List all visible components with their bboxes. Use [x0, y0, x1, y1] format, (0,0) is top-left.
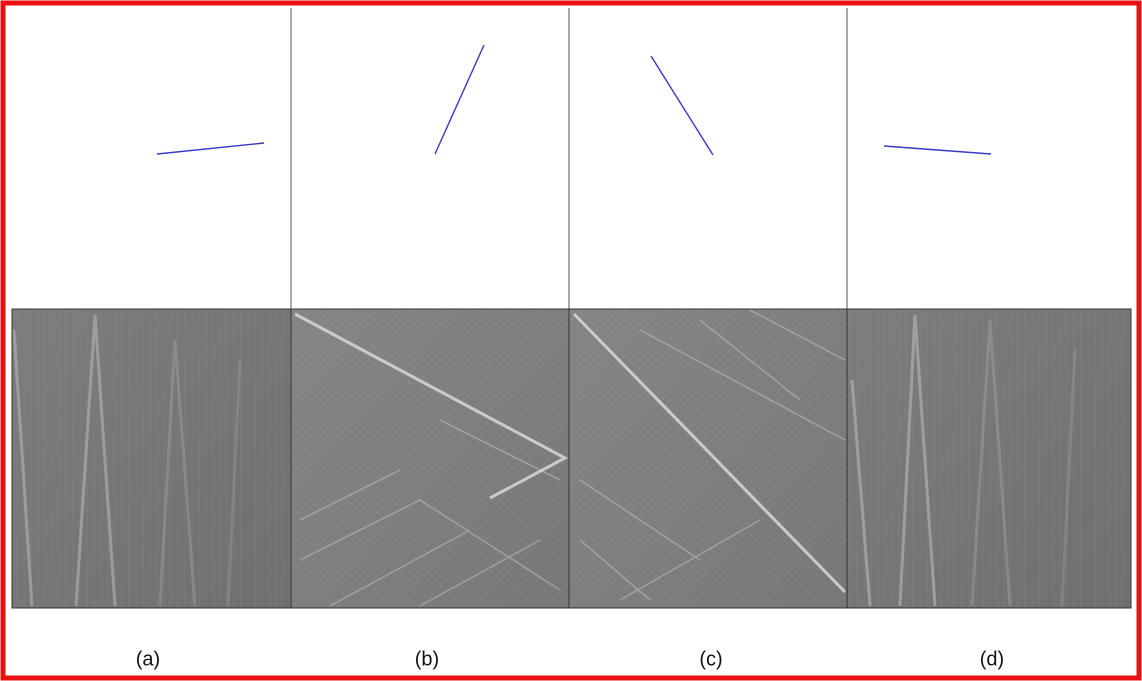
panel-d-image — [847, 309, 1131, 608]
panel-a-image — [12, 309, 291, 608]
line-segment — [884, 146, 991, 154]
panel-b-image — [291, 309, 569, 608]
panel-label: (c) — [699, 648, 722, 670]
panel-label: (a) — [136, 648, 160, 670]
panel-label: (d) — [980, 648, 1004, 670]
top-row — [157, 8, 991, 309]
line-segment — [157, 143, 264, 154]
panel-c-image — [569, 309, 847, 608]
panel-label: (b) — [415, 648, 439, 670]
line-segment — [435, 45, 484, 154]
line-segment — [651, 56, 713, 155]
figure: (a) (b) (c) (d) — [0, 0, 1142, 681]
page: (a) (b) (c) (d) (() => { const data = JS… — [0, 0, 1142, 681]
